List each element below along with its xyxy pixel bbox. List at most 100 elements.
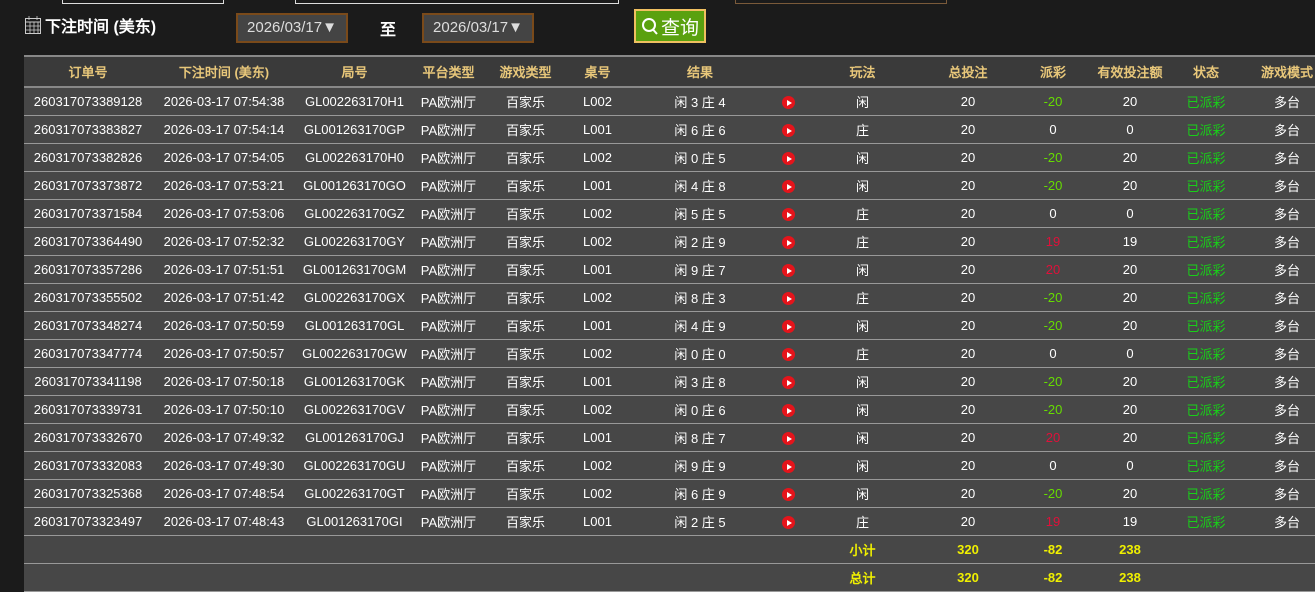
cell-result: 闲 4 庄 9	[628, 311, 772, 340]
header-table-no: 桌号	[567, 55, 628, 88]
cell-table-no: L002	[567, 451, 628, 480]
cell-status: 已派彩	[1170, 367, 1242, 396]
cell-game-mode: 多台	[1242, 255, 1315, 284]
play-video-icon[interactable]	[782, 488, 795, 502]
cell-valid-bet: 0	[1090, 451, 1170, 480]
cell-game-mode: 多台	[1242, 507, 1315, 536]
cell-order-no: 260317073323497	[24, 507, 152, 536]
header-order-no: 订单号	[24, 55, 152, 88]
empty-cell	[1170, 535, 1315, 564]
cell-play-type: 庄	[805, 507, 920, 536]
play-video-icon[interactable]	[782, 516, 795, 530]
header-valid-bet: 有效投注额	[1090, 55, 1170, 88]
cell-table-no: L001	[567, 367, 628, 396]
cell-status: 已派彩	[1170, 143, 1242, 172]
cell-order-no: 260317073325368	[24, 479, 152, 508]
cell-table-no: L001	[567, 115, 628, 144]
cell-platform: PA欧洲厅	[413, 367, 484, 396]
cell-total-bet: 20	[920, 87, 1016, 116]
play-video-icon[interactable]	[782, 320, 795, 334]
cell-play-type: 庄	[805, 339, 920, 368]
query-button[interactable]: 查询	[634, 9, 706, 43]
cell-valid-bet: 20	[1090, 423, 1170, 452]
cell-valid-bet: 20	[1090, 87, 1170, 116]
cell-payout: 0	[1016, 339, 1090, 368]
play-video-icon[interactable]	[782, 96, 795, 110]
cell-payout: -20	[1016, 311, 1090, 340]
replay-cell	[772, 255, 805, 284]
cell-order-no: 260317073382826	[24, 143, 152, 172]
cell-bet-time: 2026-03-17 07:51:42	[152, 283, 296, 312]
play-video-icon[interactable]	[782, 180, 795, 194]
cell-game-mode: 多台	[1242, 339, 1315, 368]
top-input-2[interactable]	[295, 0, 619, 4]
cell-valid-bet: 0	[1090, 339, 1170, 368]
cell-table-no: L002	[567, 339, 628, 368]
play-video-icon[interactable]	[782, 376, 795, 390]
replay-cell	[772, 199, 805, 228]
table-row: 260317073325368 2026-03-17 07:48:54 GL0022…	[24, 479, 1315, 508]
cell-game-mode: 多台	[1242, 199, 1315, 228]
subtotal-row: 小计 320 -82 238	[24, 535, 1315, 564]
top-input-1[interactable]	[62, 0, 224, 4]
cell-payout: 0	[1016, 451, 1090, 480]
cell-platform: PA欧洲厅	[413, 339, 484, 368]
cell-result: 闲 9 庄 9	[628, 451, 772, 480]
cell-total-bet: 20	[920, 395, 1016, 424]
play-video-icon[interactable]	[782, 208, 795, 222]
cell-payout: -20	[1016, 395, 1090, 424]
cell-status: 已派彩	[1170, 507, 1242, 536]
replay-cell	[772, 423, 805, 452]
cell-result: 闲 0 庄 6	[628, 395, 772, 424]
cell-total-bet: 20	[920, 367, 1016, 396]
play-video-icon[interactable]	[782, 348, 795, 362]
date-from-select[interactable]: 2026/03/17▼	[236, 13, 348, 43]
play-video-icon[interactable]	[782, 404, 795, 418]
cell-game-type: 百家乐	[484, 283, 567, 312]
play-video-icon[interactable]	[782, 460, 795, 474]
cell-platform: PA欧洲厅	[413, 199, 484, 228]
cell-play-type: 闲	[805, 367, 920, 396]
play-video-icon[interactable]	[782, 264, 795, 278]
cell-valid-bet: 20	[1090, 171, 1170, 200]
query-label: 查询	[660, 17, 699, 39]
cell-total-bet: 20	[920, 479, 1016, 508]
cell-game-type: 百家乐	[484, 143, 567, 172]
search-icon	[641, 18, 658, 35]
cell-round-no: GL001263170GI	[296, 507, 413, 536]
total-bet: 320	[920, 563, 1016, 592]
play-video-icon[interactable]	[782, 152, 795, 166]
empty-cell	[24, 535, 805, 564]
cell-result: 闲 8 庄 7	[628, 423, 772, 452]
cell-game-type: 百家乐	[484, 87, 567, 116]
cell-play-type: 闲	[805, 311, 920, 340]
cell-result: 闲 0 庄 5	[628, 143, 772, 172]
header-replay	[772, 55, 805, 88]
cell-platform: PA欧洲厅	[413, 87, 484, 116]
play-video-icon[interactable]	[782, 236, 795, 250]
top-input-3[interactable]	[735, 0, 947, 4]
table-row: 260317073355502 2026-03-17 07:51:42 GL0022…	[24, 283, 1315, 312]
cell-status: 已派彩	[1170, 283, 1242, 312]
cell-game-mode: 多台	[1242, 311, 1315, 340]
cell-platform: PA欧洲厅	[413, 395, 484, 424]
table-row: 260317073389128 2026-03-17 07:54:38 GL0022…	[24, 87, 1315, 116]
replay-cell	[772, 507, 805, 536]
cell-status: 已派彩	[1170, 451, 1242, 480]
header-result: 结果	[628, 55, 772, 88]
cell-total-bet: 20	[920, 199, 1016, 228]
cell-platform: PA欧洲厅	[413, 115, 484, 144]
table-row: 260317073347774 2026-03-17 07:50:57 GL0022…	[24, 339, 1315, 368]
cell-game-mode: 多台	[1242, 283, 1315, 312]
cell-payout: 19	[1016, 507, 1090, 536]
date-to-select[interactable]: 2026/03/17▼	[422, 13, 534, 43]
cell-total-bet: 20	[920, 227, 1016, 256]
play-video-icon[interactable]	[782, 432, 795, 446]
play-video-icon[interactable]	[782, 124, 795, 138]
cell-play-type: 闲	[805, 143, 920, 172]
total-payout: -82	[1016, 563, 1090, 592]
cell-game-mode: 多台	[1242, 87, 1315, 116]
play-video-icon[interactable]	[782, 292, 795, 306]
cell-platform: PA欧洲厅	[413, 283, 484, 312]
replay-cell	[772, 311, 805, 340]
